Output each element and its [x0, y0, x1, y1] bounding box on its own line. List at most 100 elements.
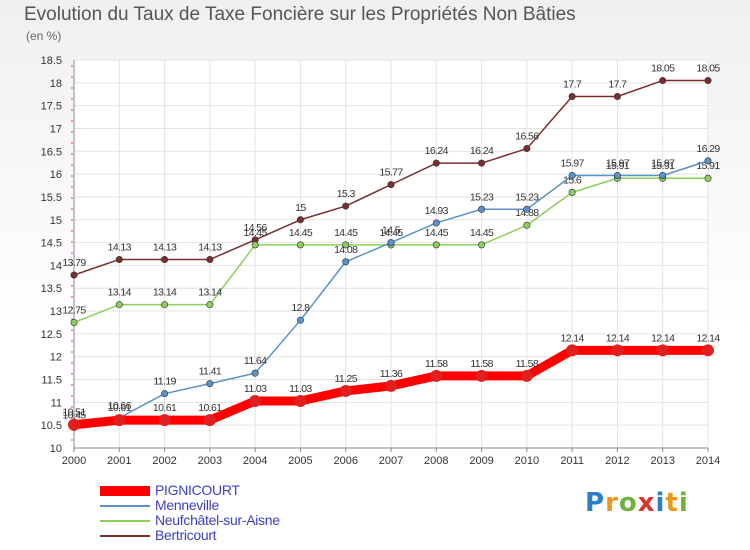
logo-letter: x [637, 488, 656, 518]
x-tick-label: 2009 [469, 455, 493, 467]
x-tick-label: 2011 [560, 455, 584, 467]
y-tick-label: 11 [51, 397, 62, 409]
data-point-menneville [296, 316, 304, 324]
data-point-pignicourt [339, 384, 352, 397]
data-label-neufch-tel-sur-aisne: 15.91 [651, 160, 675, 172]
data-point-bertricourt [613, 93, 621, 101]
data-point-menneville [613, 171, 621, 179]
data-label-neufch-tel-sur-aisne: 15.91 [606, 160, 630, 172]
data-label-pignicourt: 11.03 [289, 383, 312, 395]
data-point-pignicourt [702, 344, 714, 357]
x-tick-label: 2007 [379, 455, 403, 467]
data-label-pignicourt: 11.58 [516, 358, 539, 370]
data-point-neufch-tel-sur-aisne [296, 241, 304, 249]
data-point-pignicourt [294, 394, 307, 407]
chart-title: Evolution du Taux de Taxe Foncière sur l… [24, 4, 576, 25]
data-label-neufch-tel-sur-aisne: 13.14 [153, 287, 177, 299]
logo-letter: r [605, 488, 619, 518]
data-point-bertricourt [296, 216, 304, 224]
x-tick-label: 2002 [152, 455, 176, 467]
logo-letter: P [585, 488, 606, 518]
data-point-menneville [161, 390, 169, 398]
data-point-bertricourt [161, 255, 169, 263]
data-label-menneville: 11.64 [244, 355, 267, 367]
x-tick-label: 2003 [198, 455, 222, 467]
data-point-pignicourt [520, 369, 533, 382]
data-point-pignicourt [566, 344, 579, 357]
x-tick-label: 2004 [243, 455, 267, 467]
legend-swatch [100, 535, 150, 537]
y-tick-label: 17 [50, 123, 62, 135]
data-label-bertricourt: 16.24 [425, 145, 449, 157]
y-tick-label: 16.5 [41, 146, 62, 158]
logo-letter: i [678, 488, 689, 518]
data-point-bertricourt [342, 202, 350, 210]
y-tick-label: 12 [50, 352, 62, 364]
data-point-menneville [704, 157, 712, 165]
data-point-menneville [478, 205, 486, 213]
data-label-menneville: 14.08 [334, 244, 358, 256]
y-tick-label: 14.5 [41, 238, 62, 250]
data-point-bertricourt [568, 93, 576, 101]
data-label-neufch-tel-sur-aisne: 14.88 [515, 207, 539, 219]
data-label-pignicourt: 12.14 [561, 332, 585, 344]
data-point-pignicourt [385, 379, 397, 392]
data-label-pignicourt: 12.14 [696, 332, 720, 344]
x-tick-label: 2013 [650, 455, 674, 467]
data-point-neufch-tel-sur-aisne [115, 301, 123, 309]
y-tick-label: 11.5 [41, 375, 62, 387]
data-label-neufch-tel-sur-aisne: 14.45 [289, 227, 313, 239]
legend-swatch [100, 486, 150, 496]
data-point-bertricourt [70, 271, 78, 279]
y-tick-label: 14 [50, 260, 62, 272]
x-tick-label: 2006 [333, 455, 357, 467]
data-point-menneville [251, 369, 259, 377]
data-point-bertricourt [206, 255, 214, 263]
data-label-bertricourt: 15 [295, 202, 306, 214]
data-label-menneville: 14.93 [425, 205, 449, 217]
data-point-neufch-tel-sur-aisne [704, 174, 712, 182]
data-point-pignicourt [656, 344, 669, 357]
y-tick-label: 15 [50, 215, 62, 227]
data-label-menneville: 16.29 [696, 143, 720, 155]
data-point-neufch-tel-sur-aisne [478, 241, 486, 249]
data-label-pignicourt: 11.36 [380, 368, 403, 380]
data-point-neufch-tel-sur-aisne [161, 301, 169, 309]
data-point-pignicourt [611, 344, 624, 357]
data-point-neufch-tel-sur-aisne [70, 318, 78, 326]
data-point-menneville [659, 171, 667, 179]
data-label-bertricourt: 14.13 [108, 241, 132, 253]
line-chart: 10 10.5 11 11.5 12 12.5 13 13.5 14 14.5 15 15.5 16 16… [41, 55, 721, 467]
logo-letter: i [655, 488, 666, 518]
y-tick-label: 13.5 [41, 283, 62, 295]
data-label-bertricourt: 14.13 [153, 241, 177, 253]
y-tick-label: 10.5 [41, 420, 62, 432]
data-point-menneville [387, 239, 395, 247]
data-point-menneville [523, 205, 531, 213]
data-point-menneville [206, 380, 214, 388]
data-label-bertricourt: 17.7 [608, 79, 627, 91]
data-point-menneville [568, 171, 576, 179]
x-tick-label: 2008 [424, 455, 448, 467]
x-tick-label: 2000 [62, 455, 86, 467]
data-point-bertricourt [115, 255, 123, 263]
unit-label: (en %) [26, 29, 62, 43]
y-tick-label: 16 [50, 169, 62, 181]
data-label-neufch-tel-sur-aisne: 15.6 [563, 174, 582, 186]
data-label-menneville: 11.19 [153, 376, 176, 388]
y-tick-label: 10 [50, 443, 62, 455]
data-label-bertricourt: 18.05 [651, 63, 675, 75]
data-label-bertricourt: 16.56 [515, 131, 539, 143]
y-tick-label: 13 [50, 306, 62, 318]
x-tick-label: 2001 [107, 455, 131, 467]
data-point-pignicourt [475, 369, 488, 382]
data-label-bertricourt: 13.79 [62, 257, 86, 269]
logo-letter: t [665, 488, 679, 518]
data-point-bertricourt [478, 159, 486, 167]
data-label-menneville: 10.66 [108, 400, 132, 412]
legend-label: Bertricourt [155, 527, 217, 543]
y-tick-label: 17.5 [41, 101, 62, 113]
x-tick-label: 2014 [696, 455, 720, 467]
data-label-menneville: 15.97 [651, 157, 675, 169]
